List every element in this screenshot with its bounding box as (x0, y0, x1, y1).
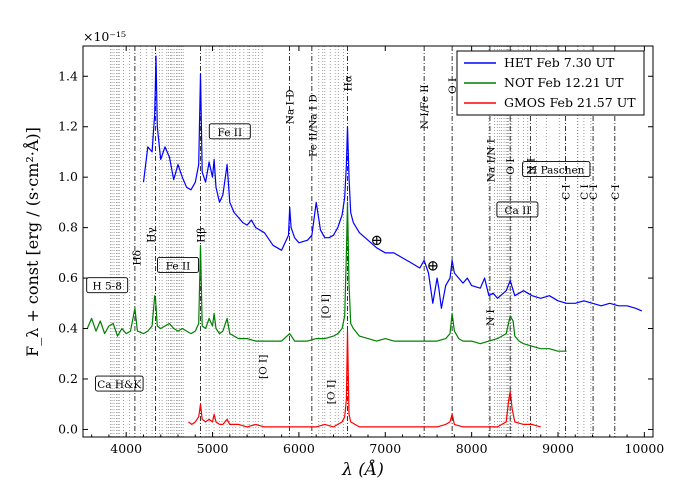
line-label: Na I D (284, 89, 296, 124)
box-label-frame (157, 257, 199, 273)
box-label-text: H Paschen (528, 165, 585, 177)
series-line-3 (188, 330, 541, 428)
box-label: Fe II (157, 257, 199, 273)
y-tick-label: 1.2 (58, 119, 78, 134)
legend-label-1: HET Feb 7.30 UT (504, 55, 615, 70)
line-label: C I (588, 184, 600, 200)
x-tick-label: 4000 (110, 441, 142, 456)
legend: HET Feb 7.30 UT NOT Feb 12.21 UT GMOS Feb … (456, 50, 645, 116)
box-label-frame (208, 123, 251, 140)
box-label-text: Ca II (504, 205, 530, 217)
line-label: Na I/N I (486, 139, 498, 182)
box-label: Ca H&K (95, 375, 144, 392)
box-label: Ca II (496, 201, 539, 218)
box-label-text: Fe II (166, 260, 191, 272)
earth-symbol: ⊕ (370, 231, 383, 249)
y-tick-label: 0.2 (58, 371, 78, 386)
x-tick-label: 7000 (369, 441, 401, 456)
line-label: Hδ (132, 250, 144, 265)
spectra-series (86, 55, 643, 428)
line-label: [O I] (325, 380, 337, 404)
y-tick-label: 0.0 (58, 421, 78, 436)
x-tick-label: 5000 (197, 441, 229, 456)
line-label: Hβ (196, 228, 208, 243)
line-label: C I (579, 184, 591, 200)
series-line-1 (142, 55, 643, 312)
line-label: N I (525, 158, 537, 175)
line-label: N I (485, 309, 497, 326)
x-tick-label: 9000 (542, 441, 574, 456)
y-scale-label: ×10⁻¹⁵ (83, 29, 126, 44)
line-label: Fe II/Na I D (308, 94, 320, 157)
legend-label-2: NOT Feb 12.21 UT (504, 75, 624, 90)
y-axis: 0.0 0.2 0.4 0.6 0.8 1.0 1.2 1.4 (58, 68, 653, 436)
box-label: H 5-8 (86, 277, 129, 294)
line-label: [O I] (320, 294, 332, 318)
line-label: O I (505, 159, 517, 175)
line-label: O I (447, 78, 459, 94)
y-tick-label: 0.6 (58, 270, 78, 285)
line-label: [O I] (257, 355, 269, 379)
line-label: N I/Fe II (419, 84, 431, 129)
y-tick-label: 1.0 (58, 169, 78, 184)
line-labels: Na I D Fe II/Na I D Hα N I/Fe II O I Na I/N I… (86, 75, 622, 404)
box-label-text: H 5-8 (92, 281, 121, 293)
x-tick-label: 10000 (624, 441, 664, 456)
box-label: Fe II (208, 123, 251, 140)
y-axis-label: F_λ + const [erg / (s·cm²·Å)] (22, 127, 42, 357)
line-label: Hγ (145, 227, 157, 242)
x-tick-label: 6000 (283, 441, 315, 456)
line-label: Hα (342, 75, 354, 91)
line-label: C I (610, 184, 622, 200)
legend-label-3: GMOS Feb 21.57 UT (504, 95, 636, 110)
box-label-frame (95, 375, 144, 392)
series-line-2 (86, 201, 567, 352)
y-tick-label: 1.4 (58, 68, 78, 83)
box-label-frame (86, 277, 129, 294)
x-axis-label: λ (Å) (341, 459, 384, 480)
x-tick-label: 8000 (456, 441, 488, 456)
box-label-text: Ca H&K (97, 379, 141, 391)
box-label-frame (496, 201, 539, 218)
y-axis-title: F_λ + const [erg / (s·cm²·Å)] (22, 127, 42, 357)
annotation-lines (110, 46, 616, 437)
box-label-frame (522, 161, 591, 178)
line-label: C I (561, 184, 573, 200)
box-label-text: Fe II (218, 127, 243, 139)
y-tick-label: 0.4 (58, 321, 78, 336)
x-axis: 4000 5000 6000 7000 8000 9000 10000 (91, 46, 664, 456)
box-label: H Paschen (522, 161, 591, 178)
y-tick-label: 0.8 (58, 220, 78, 235)
earth-symbol: ⊕ (426, 256, 439, 274)
